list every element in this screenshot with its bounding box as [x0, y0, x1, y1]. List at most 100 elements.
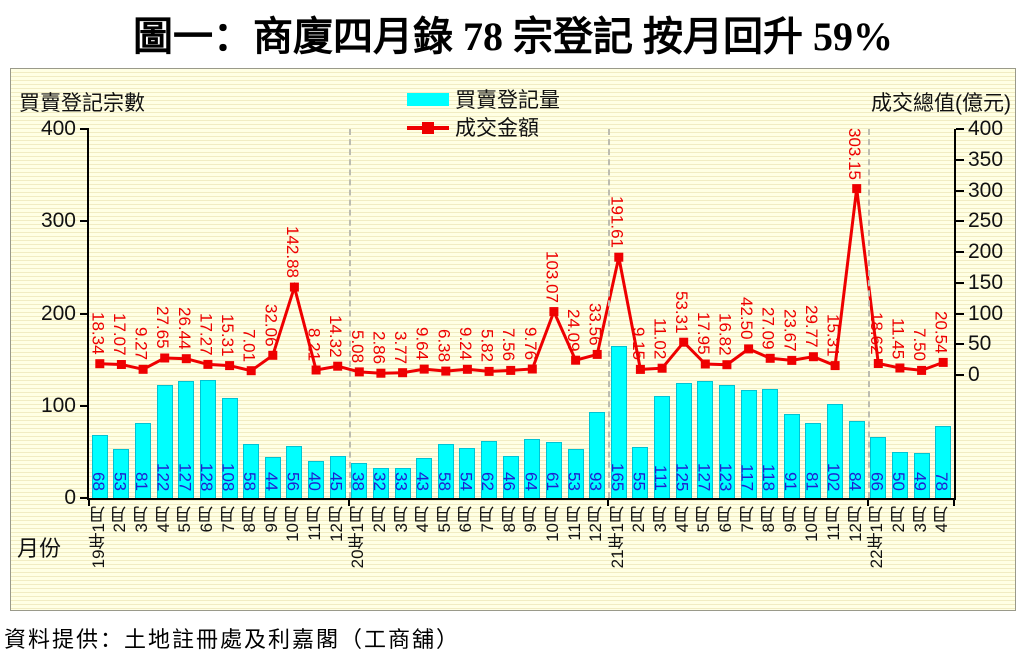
bar — [243, 444, 260, 498]
month-tick-label: 10月 — [802, 506, 822, 542]
bar-value-label: 122 — [153, 462, 173, 491]
line-point — [462, 364, 472, 374]
line-point-label: 9.15 — [628, 327, 648, 361]
month-tick-label: 12月 — [845, 506, 865, 542]
bar-value-label: 108 — [218, 462, 238, 491]
right-axis-tick — [956, 220, 964, 223]
month-tick-label: 3月 — [910, 506, 930, 533]
bar-value-label: 45 — [326, 472, 346, 491]
month-tick-label: 6月 — [456, 506, 476, 533]
month-tick-label: 8月 — [759, 506, 779, 533]
month-tick-label: 2月 — [888, 506, 908, 533]
bar — [329, 456, 346, 498]
line-point-label: 15.31 — [823, 314, 843, 357]
right-axis-tick-label: 300 — [968, 178, 1004, 202]
left-axis-tick-label: 0 — [64, 486, 76, 509]
line-point — [635, 364, 645, 374]
legend-label-line: 成交金額 — [455, 117, 539, 140]
month-tick-label: 22年1月 — [867, 506, 887, 569]
line-point-label: 24.09 — [564, 308, 584, 352]
line-point — [592, 349, 602, 359]
line-point — [354, 367, 364, 377]
bar — [762, 389, 779, 498]
line-point-label: 11.02 — [650, 317, 670, 360]
bar — [459, 448, 476, 498]
line-point — [484, 366, 494, 376]
bar-value-label: 81 — [132, 472, 152, 491]
bar-value-label: 117 — [737, 463, 757, 491]
bar — [221, 398, 238, 498]
line-point-label: 8.21 — [304, 327, 324, 361]
bar-value-label: 33 — [391, 472, 411, 491]
bar — [286, 446, 303, 498]
month-tick-label: 9月 — [261, 506, 281, 533]
bar — [481, 441, 498, 498]
line-point — [679, 337, 689, 347]
month-tick-label: 7月 — [218, 506, 238, 533]
line-point — [419, 364, 429, 374]
line-point — [895, 363, 905, 373]
month-tick-label: 3月 — [391, 506, 411, 533]
line-point-label: 17.07 — [109, 312, 129, 356]
line-point — [311, 365, 321, 375]
bar-value-label: 127 — [175, 462, 195, 491]
legend-swatch-bar-icon — [407, 92, 449, 106]
line-point — [657, 363, 667, 373]
month-tick-label: 20年1月 — [348, 506, 368, 569]
month-tick-label: 6月 — [715, 506, 735, 533]
month-tick-label: 4月 — [153, 506, 173, 533]
month-tick-label: 11月 — [564, 506, 584, 541]
month-tick-label: 6月 — [196, 506, 216, 533]
line-point-label: 42.50 — [737, 297, 757, 340]
line-point-label: 32.06 — [261, 303, 281, 347]
bar-value-label: 50 — [888, 472, 908, 491]
line-point-label: 3.77 — [391, 330, 411, 364]
right-axis-tick — [956, 128, 964, 130]
line-point — [333, 361, 343, 371]
line-point-label: 20.54 — [931, 310, 951, 354]
bar-value-label: 38 — [348, 472, 368, 491]
line-point — [506, 365, 516, 375]
right-axis-title: 成交總值(億元) — [871, 92, 1011, 115]
right-axis-tick-label: 250 — [968, 209, 1004, 233]
bar — [632, 447, 649, 498]
bar — [740, 390, 757, 498]
right-axis-tick-label: 50 — [968, 332, 992, 356]
bar — [351, 463, 368, 498]
source-note: 資料提供：土地註冊處及利嘉閣（工商舖） — [4, 627, 461, 652]
line-point-label: 17.95 — [693, 312, 713, 355]
line-point — [289, 282, 299, 292]
line-point-label: 29.77 — [801, 305, 821, 348]
month-tick-label: 9月 — [521, 506, 541, 533]
bar — [524, 439, 541, 498]
right-axis-tick-label: 100 — [968, 301, 1004, 325]
chart-panel: 買賣登記宗數 成交總值(億元) 買賣登記量 成交金額 68 53 81 122 127 1… — [10, 68, 1016, 611]
bar-value-label: 62 — [478, 472, 498, 491]
line-point-label: 18.62 — [866, 312, 886, 355]
line-point-label: 9.76 — [520, 326, 540, 360]
bar-value-label: 55 — [629, 472, 649, 491]
bar-value-label: 44 — [261, 472, 281, 491]
bar-value-label: 84 — [845, 472, 865, 491]
line-point-label: 14.32 — [326, 314, 346, 358]
bar — [502, 456, 519, 498]
bar — [264, 457, 281, 498]
legend-item-bars: 買賣登記量 — [407, 85, 560, 113]
left-axis-tick — [80, 497, 89, 499]
bar-value-label: 118 — [759, 463, 779, 491]
right-axis-tick-label: 0 — [968, 363, 980, 386]
line-point-label: 2.86 — [369, 331, 389, 365]
line-point-label: 6.38 — [434, 328, 454, 363]
bar — [416, 458, 433, 498]
month-tick-label: 4月 — [413, 506, 433, 533]
bar-value-label: 61 — [542, 472, 562, 491]
bar — [372, 468, 389, 498]
bar-value-label: 49 — [910, 472, 930, 491]
line-point — [722, 360, 732, 370]
line-point — [398, 368, 408, 378]
bar — [913, 453, 930, 498]
right-axis-tick-label: 150 — [968, 270, 1004, 294]
bar-value-label: 165 — [607, 462, 627, 491]
right-axis-tick — [956, 251, 964, 253]
line-point — [225, 361, 235, 371]
